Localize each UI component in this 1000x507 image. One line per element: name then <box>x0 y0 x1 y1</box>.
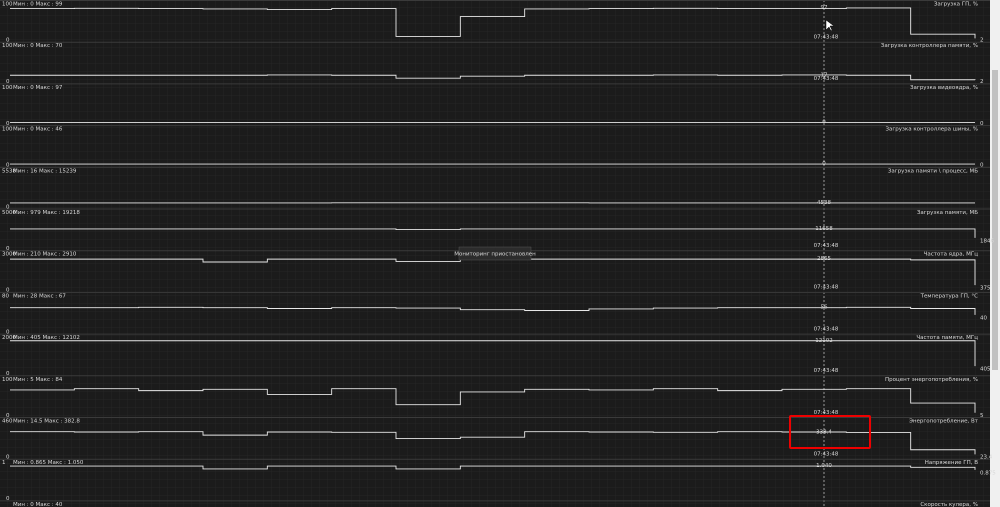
panel-name: Загрузка памяти, МБ <box>917 210 978 216</box>
y-tick-label: 0 <box>6 496 10 502</box>
panel-minmax: Мин : 405 Макс : 12102 <box>13 335 80 341</box>
panel-name: Температура ГП, °C <box>920 293 979 299</box>
trace <box>10 258 976 286</box>
last-value: 5 <box>980 413 984 419</box>
cursor-value: 4538 <box>817 200 831 206</box>
trace <box>10 74 976 81</box>
panel-minmax: Мин : 0.865 Макс : 1.050 <box>13 460 84 466</box>
y-tick-label: 0 <box>6 329 10 335</box>
cursor-time: 07:43:48 <box>814 410 839 416</box>
trace <box>10 388 976 413</box>
y-tick-label: 0 <box>6 413 10 419</box>
panel-name: Частота ядра, МГц <box>924 252 979 258</box>
last-value: 2 <box>980 38 984 44</box>
trace <box>10 7 976 39</box>
trace <box>10 431 976 455</box>
y-tick-label: 0 <box>6 121 10 127</box>
mouse-cursor <box>825 19 835 32</box>
scrollbar-thumb[interactable] <box>992 70 998 370</box>
y-tick-label: 1 <box>2 460 6 466</box>
tooltip-box <box>458 246 532 261</box>
panel-minmax: Мин : 0 Макс : 97 <box>13 85 63 91</box>
panel-minmax: Мин : 5 Макс : 84 <box>13 377 63 383</box>
cursor-value: 0 <box>822 119 826 125</box>
y-tick-label: 2000 <box>2 335 16 341</box>
y-tick-label: 100 <box>2 85 13 91</box>
cursor-value: 17 <box>821 72 828 78</box>
cursor-time: 07:43:48 <box>814 35 839 41</box>
cursor-time: 07:43:48 <box>814 76 839 82</box>
panel-name: Загрузка контроллера памяти, % <box>881 43 978 49</box>
y-tick-label: 80 <box>2 293 9 299</box>
last-value: 0 <box>980 121 984 127</box>
panel-name: Энергопотребление, Вт <box>909 419 979 425</box>
y-tick-label: 100 <box>2 377 13 383</box>
panel-minmax: Мин : 14.5 Макс : 382.8 <box>13 419 80 425</box>
panel-name: Загрузка контроллера шины, % <box>885 127 978 133</box>
panel-name: Загрузка видеоядра, % <box>910 85 978 91</box>
y-tick-label: 100 <box>2 43 13 49</box>
panel-name: Частота памяти, МГц <box>916 335 978 341</box>
panel-name: Скорость кулера, % <box>920 502 978 507</box>
cursor-value: 11658 <box>815 226 833 232</box>
panel-minmax: Мин : 979 Макс : 19218 <box>13 210 80 216</box>
y-tick-label: 0 <box>6 38 10 44</box>
y-tick-label: 0 <box>6 163 10 169</box>
y-tick-label: 5000 <box>2 210 16 216</box>
cursor-time: 07:43:48 <box>814 452 839 458</box>
cursor-value: 0 <box>822 161 826 167</box>
last-value: 0.875 <box>980 470 996 476</box>
y-tick-label: 100 <box>2 2 13 8</box>
cursor-time: 07:43:48 <box>814 326 839 332</box>
last-value: 1846 <box>980 238 994 244</box>
y-tick-label: 0 <box>6 288 10 294</box>
highlight-box <box>789 415 871 449</box>
panel-minmax: Мин : 0 Макс : 99 <box>13 2 63 8</box>
trace <box>10 465 976 470</box>
panel-minmax: Мин : 28 Макс : 67 <box>13 293 66 299</box>
y-tick-label: 0 <box>6 246 10 252</box>
cursor-value: 338.4 <box>816 429 832 435</box>
cursor-value: 12102 <box>815 338 833 344</box>
last-value: 0 <box>980 163 984 169</box>
cursor-value: 1.040 <box>816 463 832 469</box>
tooltip: Мониторинг приостановлен <box>454 252 536 258</box>
cursor-value: 2865 <box>817 256 831 262</box>
y-tick-label: 460 <box>2 419 13 425</box>
last-value: 405 <box>980 367 991 373</box>
y-tick-label: 100 <box>2 127 13 133</box>
panel-minmax: Мин : 0 Макс : 40 <box>13 502 63 507</box>
panel-name: Напряжение ГП, В <box>925 460 979 466</box>
y-tick-label: 0 <box>6 455 10 461</box>
trace <box>10 340 976 367</box>
y-tick-label: 0 <box>6 371 10 377</box>
panel-minmax: Мин : 210 Макс : 2910 <box>13 252 77 258</box>
last-value: 40 <box>980 315 987 321</box>
last-value: 2 <box>980 79 984 85</box>
y-tick-label: 5538 <box>2 168 16 174</box>
panel-name: Загрузка памяти \ процесс, МБ <box>888 168 978 174</box>
last-value: 23.4 <box>980 455 993 461</box>
panel-name: Загрузка ГП, % <box>934 2 978 8</box>
cursor-time: 07:43:48 <box>814 285 839 291</box>
panel-minmax: Мин : 0 Макс : 70 <box>13 43 63 49</box>
cursor-value: 56 <box>821 304 828 310</box>
cursor-value: 97 <box>821 5 828 11</box>
trace <box>10 306 976 315</box>
panel-minmax: Мин : 16 Макс : 15239 <box>13 168 77 174</box>
last-value: 375 <box>980 286 991 292</box>
cursor-time: 07:43:48 <box>814 243 839 249</box>
panel-minmax: Мин : 0 Макс : 46 <box>13 127 63 133</box>
y-tick-label: 3000 <box>2 252 16 258</box>
trace <box>10 228 976 238</box>
panel-name: Процент энергопотребления, % <box>885 377 978 383</box>
y-tick-label: 0 <box>6 79 10 85</box>
cursor-time: 07:43:48 <box>814 368 839 374</box>
y-tick-label: 0 <box>6 204 10 210</box>
